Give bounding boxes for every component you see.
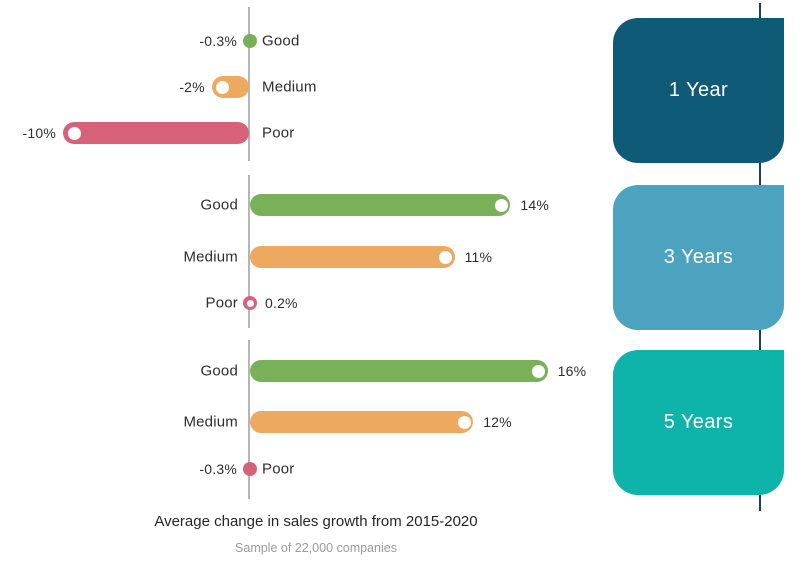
category-label: Poor bbox=[262, 124, 295, 142]
period-card-label: 1 Year bbox=[668, 79, 729, 101]
period-card-5-years: 5 Years bbox=[613, 350, 784, 495]
bar-endpoint-dot bbox=[216, 80, 230, 94]
category-label: Poor bbox=[205, 294, 238, 312]
category-label: Good bbox=[200, 362, 238, 380]
bar-medium bbox=[250, 411, 474, 433]
category-label: Good bbox=[200, 196, 238, 214]
period-card-3-years: 3 Years bbox=[613, 185, 784, 330]
period-card-1-year: 1 Year bbox=[613, 18, 784, 163]
value-label: 12% bbox=[483, 414, 512, 430]
value-label: 11% bbox=[464, 249, 493, 265]
bar-poor bbox=[63, 122, 249, 144]
axis-baseline-3-years bbox=[248, 175, 250, 328]
value-label: 0.2% bbox=[265, 295, 298, 311]
bar-medium bbox=[250, 246, 455, 268]
bar-good bbox=[243, 34, 257, 48]
value-label: -0.3% bbox=[199, 461, 237, 477]
value-label: -0.3% bbox=[199, 33, 237, 49]
axis-baseline-1-year bbox=[248, 7, 250, 161]
bar-endpoint-dot bbox=[67, 126, 81, 140]
bar-poor bbox=[243, 462, 257, 476]
period-card-label: 3 Years bbox=[663, 246, 734, 268]
period-card-label: 5 Years bbox=[663, 411, 734, 433]
value-label: 14% bbox=[520, 197, 550, 213]
bar-endpoint-dot bbox=[532, 364, 546, 378]
category-label: Good bbox=[262, 32, 300, 50]
chart-title: Average change in sales growth from 2015… bbox=[154, 513, 478, 530]
value-label: -10% bbox=[22, 125, 56, 141]
value-label: -2% bbox=[179, 79, 205, 95]
category-label: Medium bbox=[262, 78, 317, 96]
axis-baseline-5-years bbox=[248, 340, 250, 499]
chart-subtitle: Sample of 22,000 companies bbox=[235, 541, 397, 555]
bar-endpoint-dot bbox=[247, 299, 254, 307]
bar-endpoint-dot bbox=[457, 415, 471, 429]
bar-good bbox=[250, 360, 548, 382]
bar-endpoint-dot bbox=[494, 198, 508, 212]
category-label: Poor bbox=[262, 460, 295, 478]
bar-good bbox=[250, 194, 511, 216]
category-label: Medium bbox=[183, 413, 238, 431]
category-label: Medium bbox=[183, 248, 238, 266]
value-label: 16% bbox=[557, 363, 587, 379]
bar-endpoint-dot bbox=[439, 250, 453, 264]
